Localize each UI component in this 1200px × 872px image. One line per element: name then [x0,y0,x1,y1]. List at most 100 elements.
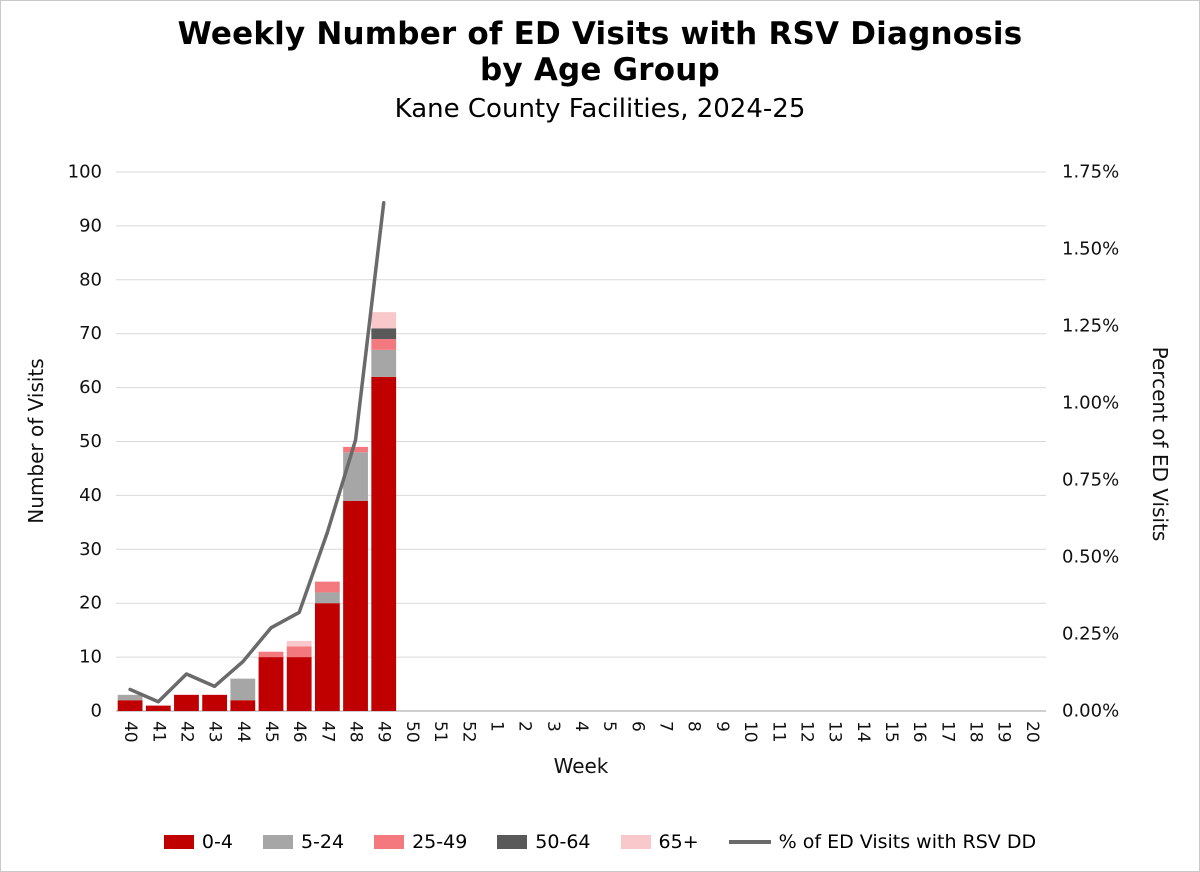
bar-segment-25-49 [258,651,284,658]
bar-segment-25-49 [314,581,340,593]
x-tick-label: 3 [543,721,563,732]
bar-segment-0-4 [286,657,312,711]
x-tick-label: 20 [1022,721,1042,743]
x-tick-label: 45 [261,721,281,743]
legend-swatch [620,835,651,849]
x-tick-label: 49 [374,721,394,743]
bar-segment-65+ [286,640,312,647]
x-tick-label: 14 [853,721,873,743]
y-right-tick-label: 0.00% [1062,701,1119,722]
x-tick-label: 13 [825,721,845,743]
x-tick-label: 19 [994,721,1014,743]
y-left-tick-label: 30 [79,539,102,560]
bar-segment-0-4 [314,603,340,711]
x-tick-label: 50 [402,721,422,743]
x-tick-label: 46 [289,721,309,743]
y-axis-right-title: Percent of ED Visits [1148,347,1172,542]
percent-trend-line [128,201,386,704]
x-tick-label: 17 [937,721,957,743]
chart-title-line1: Weekly Number of ED Visits with RSV Diag… [177,16,1023,52]
y-axis-left-title: Number of Visits [24,358,48,523]
legend-label: 25-49 [412,831,468,853]
bar-segment-0-4 [230,700,256,711]
y-right-tick-label: 1.25% [1062,316,1119,337]
y-left-tick-label: 20 [79,593,102,614]
x-tick-label: 6 [627,721,647,732]
bar-segment-0-4 [343,500,368,711]
legend-label: % of ED Visits with RSV DD [778,831,1037,853]
legend-label: 5-24 [300,831,345,853]
legend-item-0-4: 0-4 [163,831,233,853]
y-left-tick-label: 0 [91,701,102,722]
legend-label: 50-64 [535,831,591,853]
gridlines [116,171,1046,712]
x-axis-ticks: 40 41 42 43 44 45 46 47 48 49 50 51 52 1 2 3 4 5 6 7 8 9 10 11 1… [120,721,1042,743]
legend-item--of-ed-visits-with-rsv-dd: % of ED Visits with RSV DD [728,831,1037,853]
x-tick-label: 52 [458,721,478,743]
bar-segment-0-4 [174,694,199,711]
y-right-tick-label: 0.75% [1062,470,1119,491]
x-tick-label: 42 [176,721,196,743]
bar-segment-65+ [371,312,397,329]
legend-item-50-64: 50-64 [497,831,591,853]
x-tick-label: 9 [712,721,732,732]
legend-swatch [497,835,528,849]
bar-segment-0-4 [117,700,143,711]
legend-swatch [163,835,194,849]
x-tick-label: 43 [205,721,225,743]
bar-segment-5-24 [314,592,340,604]
y-left-tick-label: 10 [79,647,102,668]
bar-segment-50-64 [371,328,397,340]
y-left-tick-label: 40 [79,485,102,506]
bar-segment-5-24 [117,694,143,701]
x-tick-label: 10 [740,721,760,743]
x-tick-label: 47 [317,721,337,743]
legend-line-swatch [728,840,771,844]
bar-segment-0-4 [202,694,228,711]
bar-segment-5-24 [230,678,256,701]
y-axis-right-ticks: 0.00% 0.25% 0.50% 0.75% 1.00% 1.25% 1.50% 1.75% [1062,162,1119,722]
x-tick-label: 48 [346,721,366,743]
bar-segment-0-4 [258,657,284,711]
y-right-tick-label: 0.25% [1062,624,1119,645]
bar-segment-0-4 [371,376,397,711]
bar-segment-5-24 [343,452,368,501]
x-tick-label: 51 [430,721,450,743]
legend-swatch [262,835,293,849]
x-tick-label: 44 [233,721,253,743]
y-left-tick-label: 70 [79,323,102,344]
x-tick-label: 12 [796,721,816,743]
y-left-tick-label: 90 [79,215,102,236]
y-right-tick-label: 1.50% [1062,239,1119,260]
x-axis-title: Week [554,754,609,778]
x-tick-label: 41 [148,721,168,743]
bar-segment-25-49 [286,646,312,658]
x-tick-label: 5 [599,721,619,732]
chart-legend: 0-4 5-24 25-49 50-64 65+ % of ED Visits with … [1,831,1199,853]
legend-swatch [374,835,405,849]
x-tick-label: 4 [571,721,591,732]
y-axis-left-ticks: 0 10 20 30 40 50 60 70 80 90 100 [68,162,102,722]
bar-segment-5-24 [371,349,397,377]
chart-title-line2: by Age Group [480,51,720,88]
x-tick-label: 2 [515,721,535,732]
chart-title-block: Weekly Number of ED Visits with RSV Diag… [1,16,1199,125]
legend-label: 0-4 [201,831,233,853]
x-tick-label: 18 [966,721,986,743]
trend-line [128,201,386,704]
legend-item-5-24: 5-24 [262,831,345,853]
x-tick-label: 1 [486,721,506,732]
y-right-tick-label: 1.00% [1062,393,1119,414]
bar-series [117,312,397,711]
y-left-tick-label: 100 [68,162,102,183]
legend-item-65-: 65+ [620,831,699,853]
y-left-tick-label: 80 [79,269,102,290]
y-left-tick-label: 60 [79,377,102,398]
x-tick-label: 40 [120,721,140,743]
x-tick-label: 16 [909,721,929,743]
bar-segment-25-49 [371,339,397,350]
chart-subtitle: Kane County Facilities, 2024-25 [394,94,806,125]
x-tick-label: 15 [881,721,901,743]
x-tick-label: 8 [684,721,704,732]
